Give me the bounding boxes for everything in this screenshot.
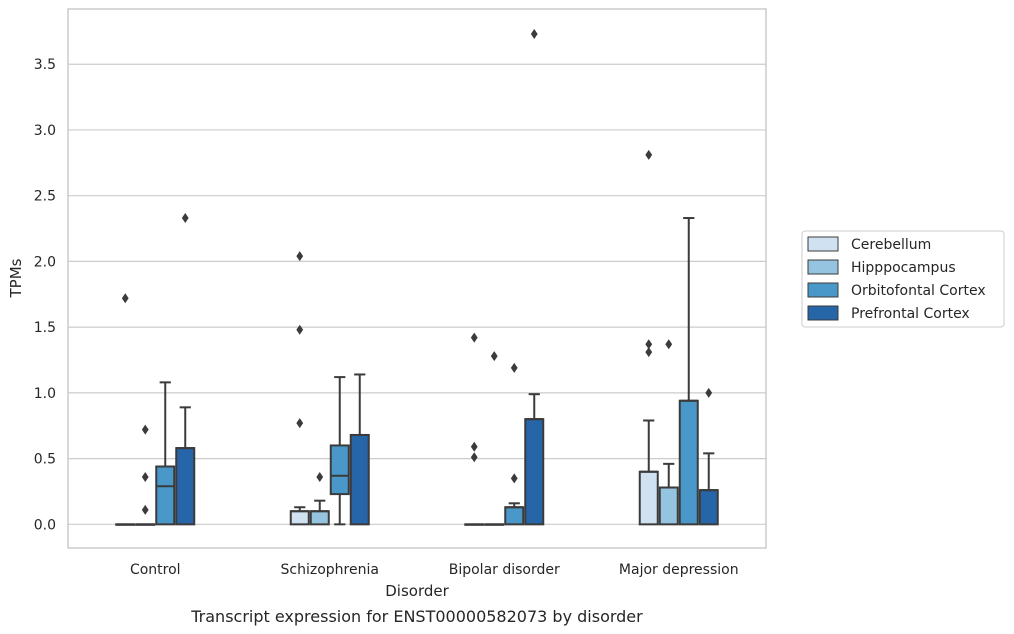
- outlier-point: [530, 28, 538, 39]
- grid-lines: [68, 63, 766, 525]
- box: [349, 433, 370, 526]
- box: [289, 510, 310, 526]
- outlier-point: [645, 339, 653, 350]
- legend-label: Orbitofontal Cortex: [851, 283, 986, 299]
- x-tick-label: Schizophrenia: [281, 562, 379, 578]
- y-tick-label: 2.5: [34, 189, 56, 205]
- x-tick-label: Bipolar disorder: [449, 562, 560, 578]
- legend-swatch: [807, 236, 839, 252]
- legend-swatch: [807, 259, 839, 275]
- y-tick-labels: 0.0 0.5 1.0 1.5 2.0 2.5 3.0 3.5: [34, 57, 56, 533]
- x-tick-labels: Control Schizophrenia Bipolar disorder Majo…: [130, 562, 739, 578]
- chart-caption: Transcript expression for ENST0000058207…: [190, 607, 643, 626]
- legend-items: Cerebellum Hipppocampus Orbitofontal Corte…: [807, 236, 986, 322]
- y-tick-label: 0.5: [34, 452, 56, 468]
- legend-frame: [801, 230, 1005, 328]
- y-tick-label: 1.5: [34, 320, 56, 336]
- box: [658, 486, 679, 526]
- outlier-point: [470, 441, 478, 452]
- box: [698, 489, 719, 526]
- x-tick-label: Control: [130, 562, 181, 578]
- y-tick-label: 0.0: [34, 517, 56, 533]
- legend: Cerebellum Hipppocampus Orbitofontal Corte…: [801, 230, 1005, 328]
- y-tick-label: 2.0: [34, 254, 56, 270]
- box: [175, 447, 196, 526]
- outlier-point: [510, 362, 518, 373]
- box: [524, 418, 545, 526]
- y-axis-label: TPMs: [7, 258, 25, 298]
- outlier-points: [121, 28, 713, 515]
- outlier-point: [296, 251, 304, 262]
- legend-swatch: [807, 305, 839, 321]
- legend-label: Cerebellum: [851, 237, 931, 253]
- plot-frame: [67, 8, 767, 549]
- box: [678, 399, 699, 526]
- outlier-point: [316, 472, 324, 483]
- outlier-point: [181, 213, 189, 224]
- box: [504, 506, 525, 526]
- y-tick-label: 3.5: [34, 57, 56, 73]
- outlier-point: [705, 387, 713, 398]
- box: [638, 470, 659, 526]
- x-axis-label: Disorder: [385, 582, 449, 600]
- outlier-point: [296, 418, 304, 429]
- outlier-point: [470, 452, 478, 463]
- box: [155, 465, 176, 526]
- y-tick-label: 3.0: [34, 123, 56, 139]
- outlier-point: [121, 293, 129, 304]
- y-tick-label: 1.0: [34, 386, 56, 402]
- legend-label: Hipppocampus: [851, 260, 956, 276]
- outlier-point: [510, 473, 518, 484]
- outlier-point: [490, 351, 498, 362]
- outlier-point: [141, 504, 149, 515]
- outlier-point: [645, 149, 653, 160]
- legend-swatch: [807, 282, 839, 298]
- outlier-point: [296, 324, 304, 335]
- outlier-point: [470, 332, 478, 343]
- box: [309, 510, 330, 526]
- box: [329, 444, 350, 496]
- x-tick-label: Major depression: [619, 562, 739, 578]
- outlier-point: [665, 339, 673, 350]
- outlier-point: [141, 424, 149, 435]
- outlier-point: [645, 347, 653, 358]
- box-plots: [115, 217, 719, 526]
- outlier-point: [141, 472, 149, 483]
- legend-label: Prefrontal Cortex: [851, 306, 970, 322]
